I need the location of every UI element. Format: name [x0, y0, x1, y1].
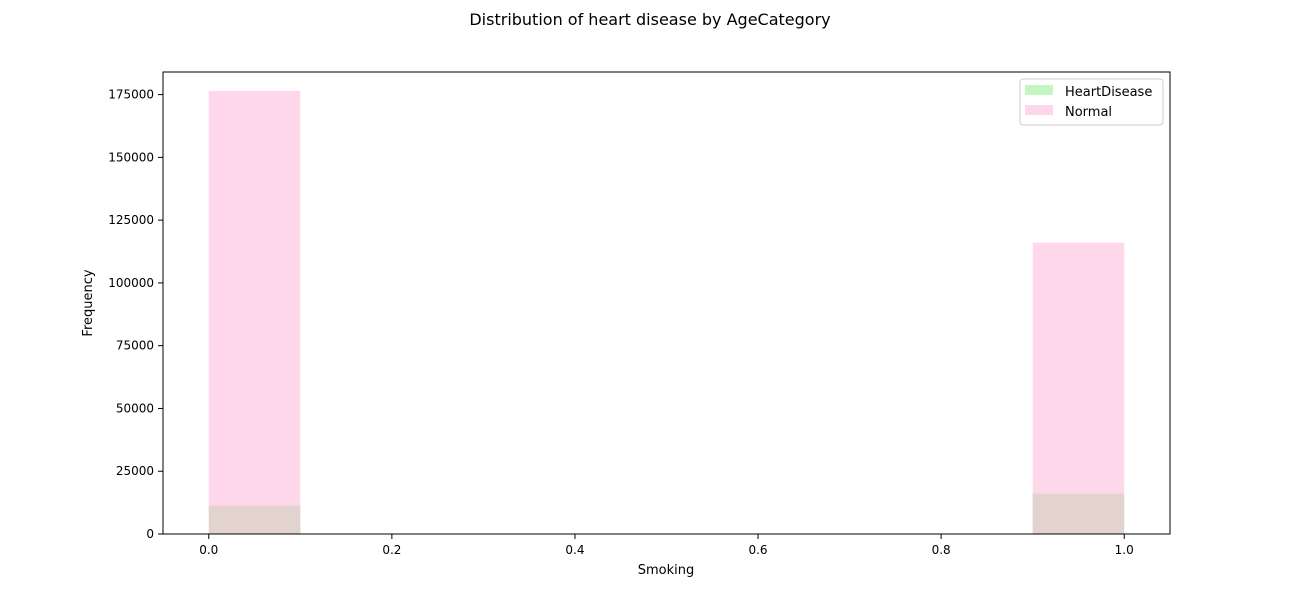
legend-label-normal: Normal — [1065, 105, 1112, 120]
x-tick-label: 0.4 — [565, 543, 584, 557]
y-tick-label: 100000 — [108, 276, 154, 290]
legend-swatch-heartdisease — [1025, 85, 1053, 95]
bar-normal-0 — [208, 90, 301, 535]
y-axis-label: Frequency — [81, 269, 96, 336]
x-tick-label: 0.2 — [382, 543, 401, 557]
y-tick-label: 75000 — [116, 339, 154, 353]
plot-frame — [162, 71, 1171, 535]
y-tick-label: 50000 — [116, 401, 154, 415]
x-tick-label: 0.0 — [199, 543, 218, 557]
bars-layer — [208, 90, 1125, 535]
y-tick-label: 0 — [146, 527, 154, 541]
chart-title: Distribution of heart disease by AgeCate… — [469, 10, 830, 29]
x-axis-ticks: 0.0 0.2 0.4 0.6 0.8 1.0 — [199, 534, 1134, 557]
legend-swatch-normal — [1025, 105, 1053, 115]
legend-label-heartdisease: HeartDisease — [1065, 85, 1152, 100]
x-tick-label: 1.0 — [1115, 543, 1134, 557]
x-axis-label: Smoking — [638, 563, 695, 578]
legend: HeartDisease Normal — [1019, 78, 1164, 126]
y-axis-ticks: 0 25000 50000 75000 100000 125000 150000 175000 — [108, 88, 163, 541]
legend-frame — [1019, 78, 1164, 126]
y-tick-label: 25000 — [116, 464, 154, 478]
x-tick-label: 0.6 — [748, 543, 767, 557]
y-tick-label: 175000 — [108, 88, 154, 102]
bar-normal-1 — [1032, 242, 1125, 534]
y-tick-label: 150000 — [108, 150, 154, 164]
x-tick-label: 0.8 — [932, 543, 951, 557]
y-tick-label: 125000 — [108, 213, 154, 227]
